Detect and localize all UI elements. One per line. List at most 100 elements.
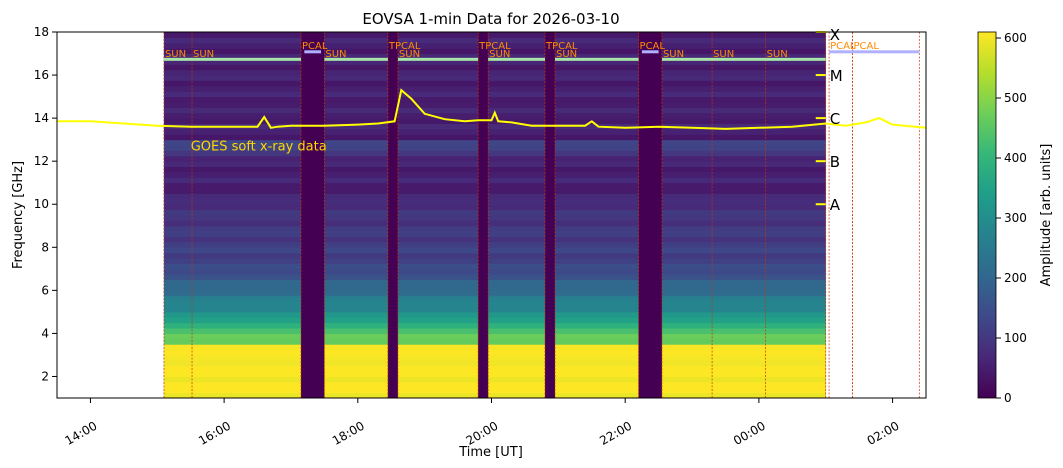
- colorbar-label: Amplitude [arb. units]: [1039, 144, 1054, 287]
- event-label: SUN: [713, 49, 734, 60]
- spectrogram-band: [163, 241, 826, 248]
- y-tick-label: 18: [34, 25, 49, 39]
- x-tick-label: 22:00: [597, 419, 634, 448]
- event-label: SUN: [193, 49, 214, 60]
- event-label: TPCAL: [478, 41, 511, 52]
- spectrogram-band: [163, 252, 826, 259]
- x-axis-label: Time [UT]: [458, 445, 523, 460]
- spectrogram-band: [163, 258, 826, 264]
- event-label: TPCAL: [388, 41, 421, 52]
- y-tick-label: 4: [41, 326, 49, 340]
- event-label: SUN: [663, 49, 684, 60]
- event-label: PCAL: [830, 41, 856, 52]
- event-label: SUN: [556, 49, 577, 60]
- y-tick-label: 16: [34, 68, 49, 82]
- spectrogram-band: [163, 344, 826, 351]
- spectrogram-band: [163, 101, 826, 108]
- spectrogram-band: [163, 333, 826, 340]
- spectrogram-band: [163, 161, 826, 168]
- spectrogram-band: [163, 349, 826, 356]
- spectrogram-band: [163, 188, 826, 194]
- spectrogram-band: [163, 198, 826, 205]
- colorbar-tick-label: 400: [1004, 151, 1027, 165]
- y-axis-label: Frequency [GHz]: [11, 161, 26, 269]
- colorbar-tick-label: 300: [1004, 211, 1027, 225]
- event-label: TPCAL: [545, 41, 578, 52]
- spectrogram-band: [163, 328, 826, 334]
- goes-line: [57, 88, 926, 130]
- event-label: SUN: [165, 49, 186, 60]
- sun-bar: [661, 57, 826, 61]
- spectrogram-band: [163, 268, 826, 275]
- spectrogram-band: [163, 360, 826, 367]
- colorbar: 0 100 200 300 400 500 600: [977, 31, 1027, 405]
- spectrogram-band: [163, 37, 826, 44]
- spectrogram-band: [163, 263, 826, 270]
- spectrogram-band: [163, 322, 826, 329]
- spectrogram-band: [163, 338, 826, 345]
- spectrogram-band: [163, 112, 826, 119]
- spectrogram-band: [163, 376, 826, 383]
- y-tick-label: 8: [41, 240, 49, 254]
- spectrogram-band: [163, 354, 826, 361]
- sun-bar: [397, 57, 479, 61]
- spectrogram-band: [163, 365, 826, 372]
- event-label: SUN: [489, 49, 510, 60]
- sun-bar: [163, 57, 301, 61]
- event-label: SUN: [325, 49, 346, 60]
- spectrogram-band: [163, 317, 826, 324]
- colorbar-tick-label: 100: [1004, 331, 1027, 345]
- colorbar-gradient: [977, 31, 997, 399]
- event-markers: SUN SUNPCALSUNTPCALSUNTPCALSUNTPCALSUNPCA…: [163, 32, 920, 398]
- spectrogram-band: [163, 85, 826, 92]
- cal-bar: [829, 50, 920, 54]
- colorbar-tick-label: 500: [1004, 91, 1027, 105]
- spectrogram-layer: [163, 32, 826, 398]
- spectrogram-band: [163, 69, 826, 76]
- event-label: SUN: [399, 49, 420, 60]
- spectrogram-band: [163, 306, 826, 313]
- spectrogram-band: [163, 177, 826, 184]
- sun-bar: [555, 57, 639, 61]
- event-label: SUN: [767, 49, 788, 60]
- spectrogram-band: [163, 64, 826, 71]
- calibration-gap: [544, 32, 556, 398]
- spectrogram-band: [163, 209, 826, 216]
- event-label: PCAL: [640, 41, 666, 52]
- goes-class-label: B: [830, 153, 840, 171]
- sun-bar: [324, 57, 388, 61]
- event-label: PCAL: [302, 41, 328, 52]
- y-axis: 2 4 6 8 10 12 14 16 18: [34, 25, 57, 383]
- spectrogram-band: [163, 381, 826, 388]
- spectrogram-band: [163, 58, 826, 65]
- y-tick-label: 14: [34, 111, 49, 125]
- event-label: PCAL: [853, 41, 879, 52]
- spectrogram-band: [163, 290, 826, 297]
- spectrogram-band: [163, 53, 826, 60]
- spectrogram-band: [163, 371, 826, 377]
- y-tick-label: 10: [34, 197, 49, 211]
- spectrogram-band: [163, 215, 826, 221]
- colorbar-tick-label: 200: [1004, 271, 1027, 285]
- calibration-gap: [478, 32, 489, 398]
- x-tick-label: 14:00: [62, 419, 99, 448]
- spectrogram-band: [163, 32, 826, 38]
- spectrogram-band: [163, 311, 826, 318]
- y-tick-label: 12: [34, 154, 49, 168]
- spectrogram-band: [163, 150, 826, 157]
- goes-class-label: X: [830, 26, 840, 44]
- spectrogram-band: [163, 274, 826, 281]
- goes-class-label: C: [830, 110, 840, 128]
- spectrogram-band: [163, 145, 826, 151]
- y-tick-label: 6: [41, 283, 49, 297]
- goes-class-label: A: [830, 196, 841, 214]
- spectrogram-band: [163, 301, 826, 307]
- colorbar-tick-label: 600: [1004, 31, 1027, 45]
- spectrogram-band: [163, 75, 826, 81]
- x-tick-label: 16:00: [196, 419, 233, 448]
- spectrogram-band: [163, 80, 826, 87]
- y-tick-label: 2: [41, 369, 49, 383]
- goes-class-label: M: [830, 67, 843, 85]
- spectrogram-band: [163, 231, 826, 238]
- cal-bar: [641, 50, 659, 54]
